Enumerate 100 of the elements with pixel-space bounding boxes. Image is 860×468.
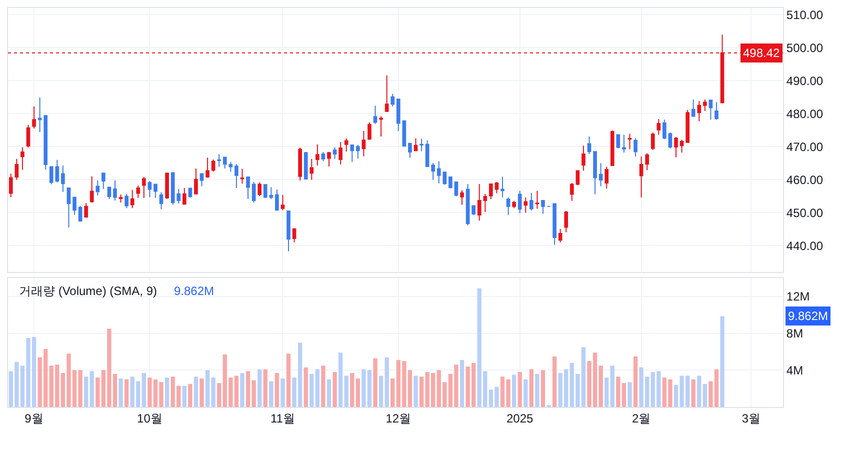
bar — [628, 382, 632, 407]
candlestick — [14, 158, 19, 180]
candlestick — [697, 100, 702, 122]
bar — [604, 378, 609, 407]
candlestick — [390, 93, 395, 107]
bar — [142, 372, 146, 407]
candlestick — [286, 210, 290, 252]
bar — [326, 379, 332, 407]
candlestick — [460, 190, 464, 206]
candlestick — [472, 205, 476, 216]
x-tick-label: 10월 — [137, 411, 162, 426]
bar — [96, 378, 100, 407]
bar — [188, 384, 192, 407]
y-tick-label: 4M — [786, 363, 804, 378]
candlestick — [200, 173, 204, 187]
candlestick — [217, 154, 222, 168]
candlestick — [414, 138, 418, 152]
bar — [524, 379, 528, 407]
x-tick-label: 12월 — [386, 411, 412, 426]
candlestick — [408, 142, 412, 158]
candlestick — [668, 132, 672, 149]
bar — [512, 374, 516, 407]
candlestick — [425, 140, 430, 167]
candlestick — [96, 180, 100, 196]
bar — [304, 367, 308, 407]
bar — [321, 366, 326, 407]
candlestick — [362, 130, 366, 157]
bar — [350, 372, 354, 407]
candlestick — [454, 182, 458, 197]
candlestick — [489, 183, 493, 200]
candlestick — [466, 183, 470, 226]
candlestick — [518, 190, 522, 214]
candlestick — [228, 161, 233, 172]
y-tick-label: 500.00 — [786, 40, 824, 55]
candlestick — [252, 182, 256, 203]
candlestick — [310, 158, 314, 180]
bar — [269, 381, 274, 407]
candlestick — [420, 138, 424, 152]
candlestick — [222, 156, 227, 169]
candlestick — [356, 144, 360, 160]
candlestick — [206, 157, 210, 178]
candlestick — [662, 119, 666, 140]
candlestick — [234, 164, 238, 188]
y-tick-label: 8M — [786, 326, 804, 341]
bar — [164, 378, 170, 407]
candlestick — [211, 159, 216, 172]
y-tick-label: 470.00 — [786, 140, 824, 154]
candlestick — [628, 133, 632, 150]
bar — [535, 374, 540, 407]
candlestick — [373, 105, 378, 124]
candlestick — [570, 182, 574, 202]
y-tick-label: 450.00 — [786, 206, 824, 220]
bar — [344, 376, 348, 407]
bar — [633, 356, 638, 407]
candlestick — [118, 194, 123, 203]
bar — [280, 378, 285, 407]
bar — [332, 372, 337, 407]
candlestick — [396, 98, 400, 132]
candlestick — [650, 132, 655, 150]
candlestick — [159, 192, 164, 210]
x-tick-label: 2월 — [632, 411, 651, 426]
bar — [518, 372, 522, 407]
candlestick — [304, 151, 308, 180]
candlestick — [530, 192, 534, 211]
candlestick — [598, 162, 603, 187]
candlestick — [32, 106, 36, 130]
candlestick — [593, 151, 597, 195]
annotation: 9.862M — [174, 284, 214, 298]
bar — [702, 384, 707, 407]
candlestick — [582, 145, 586, 172]
candlestick — [714, 102, 718, 120]
y-tick-label: 480.00 — [786, 106, 824, 121]
bar — [286, 354, 291, 407]
candlestick — [90, 176, 94, 203]
candlestick — [130, 189, 134, 209]
bar — [90, 371, 94, 407]
ref-line-label: 498.42 — [743, 46, 780, 60]
candlestick — [674, 136, 678, 158]
bar — [338, 352, 343, 407]
candlestick — [350, 144, 354, 162]
candlestick — [558, 228, 562, 243]
bar — [124, 379, 129, 407]
y-tick-label: 510.00 — [786, 8, 824, 22]
candlestick — [38, 96, 42, 133]
bar — [118, 378, 123, 407]
bar — [200, 378, 204, 407]
candlestick — [622, 134, 626, 154]
bar — [552, 356, 557, 407]
candlestick — [634, 138, 638, 158]
candlestick — [148, 180, 152, 198]
candlestick — [552, 203, 556, 246]
x-tick-label: 3월 — [742, 411, 761, 426]
candlestick — [102, 172, 106, 190]
candlestick — [431, 162, 436, 180]
bar — [414, 376, 418, 407]
bar — [540, 370, 546, 407]
candlestick — [686, 110, 690, 143]
candlestick — [338, 142, 342, 165]
bar — [315, 369, 320, 407]
candlestick — [316, 144, 320, 166]
